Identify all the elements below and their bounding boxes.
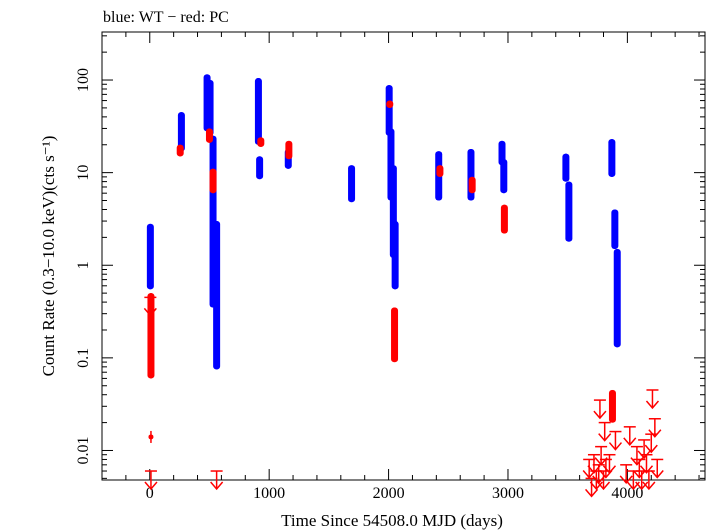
wt-data-cluster [613, 248, 621, 348]
axes: 0 1000 2000 3000 4000 0.01 0.1 1 10 100 [75, 32, 705, 502]
pc-upper-limit-head [598, 433, 612, 442]
wt-data-cluster [562, 153, 570, 182]
wt-data-cluster [611, 209, 619, 249]
wt-data-cluster [177, 112, 185, 152]
wt-data-cluster [500, 159, 508, 194]
pc-data-cluster [285, 140, 293, 160]
data-marks [143, 74, 664, 498]
pc-data-cluster [436, 165, 444, 177]
pc-upper-limit-head [650, 469, 664, 479]
pc-data-cluster [257, 137, 265, 147]
pc-data-cluster [386, 100, 394, 108]
pc-upper-limit-head [596, 481, 611, 491]
chart-title: blue: WT − red: PC [103, 9, 229, 26]
pc-upper-limit-head [593, 410, 607, 420]
pc-data-cluster [468, 176, 476, 194]
pc-upper-limit-head [587, 465, 601, 474]
pc-upper-limit-head [602, 465, 617, 474]
pc-upper-limit-head [644, 444, 658, 454]
pc-upper-limit-head [619, 475, 633, 484]
pc-upper-limit-head [608, 442, 623, 451]
wt-data-cluster [213, 221, 221, 370]
pc-data-cluster [608, 389, 616, 423]
y-axis-label: Count Rate (0.3−10.0 keV)(cts s⁻¹) [39, 136, 58, 377]
pc-upper-limit-head [632, 469, 646, 479]
pc-data-cluster [209, 168, 217, 194]
pc-upper-limit-head [637, 450, 651, 460]
wt-data-cluster [146, 223, 154, 290]
wt-data-cluster [608, 139, 616, 177]
y-tick-label: 100 [75, 68, 92, 92]
pc-data-cluster [500, 204, 508, 234]
pc-upper-limit-head [642, 481, 656, 491]
pc-upper-limit-head [144, 481, 158, 491]
wt-data-cluster [254, 78, 262, 145]
pc-upper-limit-head [210, 481, 224, 491]
x-axis-label: Time Since 54508.0 MJD (days) [281, 511, 503, 530]
wt-data-cluster [565, 181, 573, 242]
pc-data-cluster [391, 307, 399, 363]
pc-data-point [148, 434, 154, 440]
x-tick-label: 1000 [253, 485, 285, 502]
wt-data-cluster [391, 221, 399, 290]
wt-data-cluster [385, 85, 393, 136]
x-tick-label: 4000 [611, 485, 643, 502]
y-tick-label: 1 [75, 261, 92, 269]
wt-data-cluster [256, 156, 264, 180]
plot-frame [101, 31, 706, 481]
y-tick-label: 0.01 [75, 436, 92, 464]
pc-upper-limit-head [584, 488, 599, 498]
y-tick-label: 0.1 [75, 348, 92, 368]
y-tick-label: 10 [75, 165, 92, 181]
pc-data-cluster [205, 128, 213, 143]
x-tick-label: 2000 [373, 485, 405, 502]
pc-upper-limit-head [639, 465, 654, 474]
x-tick-label: 0 [146, 485, 154, 502]
wt-data-cluster [348, 165, 356, 203]
pc-upper-limit-head [645, 400, 660, 410]
pc-data-cluster [176, 144, 184, 157]
pc-upper-limit-head [143, 307, 157, 317]
pc-upper-limit-head [648, 429, 662, 438]
x-tick-label: 3000 [492, 485, 524, 502]
pc-upper-limit-head [623, 437, 637, 446]
wt-data-cluster [206, 80, 214, 136]
